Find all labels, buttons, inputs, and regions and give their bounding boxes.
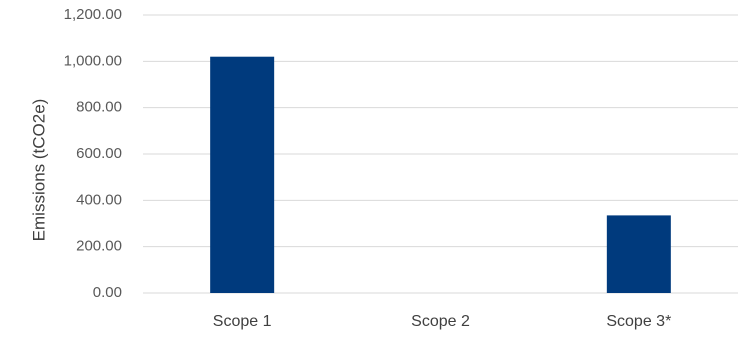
y-tick-label: 1,200.00 (64, 6, 122, 23)
y-tick-label: 800.00 (76, 99, 122, 116)
x-tick-label: Scope 3* (606, 313, 671, 330)
y-axis-label: Emissions (tCO2e) (29, 99, 48, 242)
y-tick-label: 400.00 (76, 191, 122, 208)
x-tick-label: Scope 1 (213, 313, 272, 330)
bar-scope-1 (210, 56, 275, 294)
y-tick-labels: 0.00 200.00 400.00 600.00 800.00 1,000.00 1,20… (64, 6, 122, 301)
y-tick-label: 200.00 (76, 238, 122, 255)
y-tick-label: 0.00 (93, 284, 122, 301)
y-tick-label: 1,000.00 (64, 52, 122, 69)
x-tick-label: Scope 2 (411, 313, 470, 330)
y-tick-label: 600.00 (76, 145, 122, 162)
bars (210, 56, 671, 294)
x-tick-labels: Scope 1 Scope 2 Scope 3* (213, 313, 671, 330)
bar-scope-3 (606, 215, 671, 293)
